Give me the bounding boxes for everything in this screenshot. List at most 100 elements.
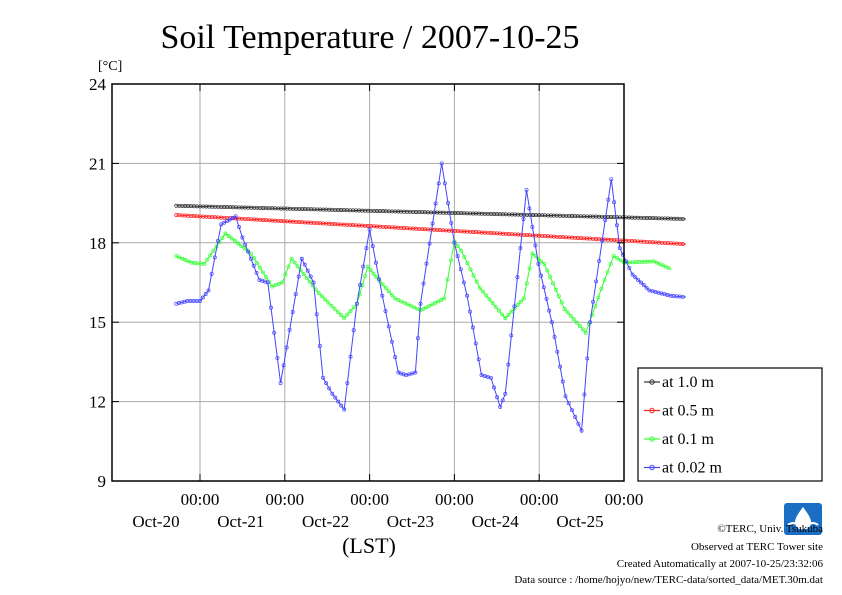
data-point [539, 259, 544, 264]
x-tick-date-label: Oct-24 [472, 512, 520, 531]
series-markers-1 [174, 213, 685, 246]
data-point [608, 262, 613, 266]
data-point [545, 268, 550, 273]
data-point [571, 317, 576, 322]
data-point [509, 309, 514, 314]
data-point [582, 392, 587, 397]
data-point [222, 220, 227, 225]
data-point [305, 268, 310, 273]
y-tick-label: 9 [98, 472, 107, 491]
data-point [348, 354, 353, 359]
data-point [227, 217, 232, 222]
data-point [455, 244, 460, 249]
data-point [212, 255, 217, 260]
data-point [506, 362, 511, 367]
data-point [468, 267, 473, 272]
data-point [558, 364, 563, 369]
data-point [205, 257, 210, 262]
data-point [371, 271, 376, 276]
data-point [580, 327, 585, 332]
legend-entry: at 0.02 m [644, 460, 723, 477]
legend-swatch-marker [649, 436, 655, 442]
legend-swatch-marker [649, 407, 655, 414]
data-point [301, 272, 306, 276]
data-point [399, 371, 403, 376]
data-point [280, 280, 285, 285]
data-point [329, 303, 334, 308]
data-point [515, 303, 520, 307]
x-tick-date-label: Oct-22 [302, 512, 349, 531]
data-point [458, 267, 463, 272]
data-point [471, 273, 476, 278]
data-point [552, 335, 557, 339]
data-point [317, 344, 322, 348]
data-point [439, 297, 444, 302]
data-point [518, 299, 523, 304]
data-point [265, 280, 270, 285]
data-point [396, 297, 401, 302]
data-point [246, 249, 251, 254]
data-point [342, 407, 347, 412]
data-point [243, 242, 248, 247]
data-point [258, 265, 262, 270]
data-point [577, 324, 582, 328]
series-markers-0 [174, 203, 685, 221]
x-tick-time-label: 00:00 [265, 490, 304, 509]
data-point [223, 231, 228, 236]
data-point [402, 300, 407, 305]
data-point [562, 307, 567, 311]
data-point [342, 316, 347, 321]
y-tick-label: 15 [89, 313, 106, 332]
data-point [418, 301, 423, 306]
data-point [368, 268, 373, 273]
data-point [233, 239, 237, 243]
data-point [436, 299, 441, 304]
data-point [476, 357, 481, 362]
data-point [323, 297, 328, 302]
data-point [326, 300, 331, 305]
legend-entry: at 0.1 m [644, 431, 715, 448]
data-point [527, 206, 532, 211]
data-point [574, 320, 579, 325]
data-point [206, 288, 211, 293]
data-point [551, 281, 555, 286]
data-point [286, 264, 291, 269]
data-point [442, 181, 447, 186]
data-point [492, 385, 496, 390]
data-point [449, 220, 454, 225]
data-point [401, 372, 406, 377]
data-point [237, 224, 241, 229]
data-point [339, 403, 344, 408]
data-point [240, 235, 245, 240]
data-point [566, 401, 571, 406]
data-point [203, 292, 208, 296]
data-point [236, 241, 241, 246]
data-point [461, 280, 466, 285]
x-tick-time-label: 00:00 [520, 490, 559, 509]
data-point [433, 300, 438, 305]
data-point [496, 308, 501, 313]
legend: at 1.0 m at 0.5 m at 0.1 m at 0.02 m [637, 367, 823, 482]
data-point [636, 277, 641, 282]
y-unit-label: [°C] [98, 59, 122, 74]
data-point [415, 306, 420, 311]
data-point [654, 260, 659, 265]
data-point [430, 221, 435, 226]
logo-text: TERC [793, 528, 812, 536]
y-tick-label: 18 [89, 234, 106, 253]
data-point [560, 379, 565, 384]
legend-label: at 0.1 m [662, 431, 715, 448]
grid-lines [112, 84, 625, 481]
data-point [390, 339, 394, 344]
data-point [399, 299, 404, 304]
data-point [618, 258, 623, 263]
data-point [183, 258, 188, 262]
data-point [225, 219, 229, 224]
chart-title: Soil Temperature / 2007-10-25 [160, 19, 579, 56]
data-point [283, 272, 288, 277]
x-tick-time-label: 00:00 [350, 490, 389, 509]
data-point [242, 246, 247, 251]
data-point [524, 281, 529, 286]
legend-swatch-marker [649, 464, 655, 471]
